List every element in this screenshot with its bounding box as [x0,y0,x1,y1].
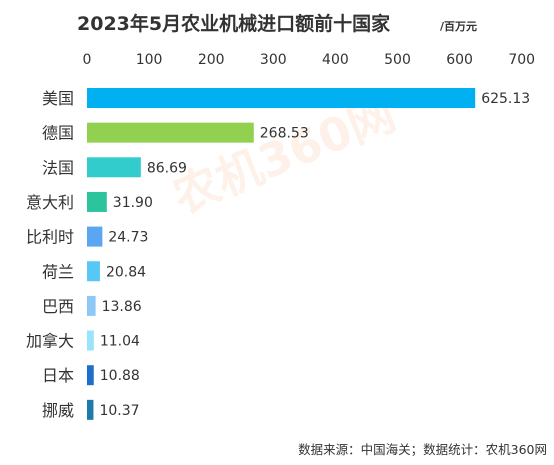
value-label: 86.69 [147,160,187,176]
x-tick-label: 200 [198,52,225,68]
category-label: 巴西 [42,297,74,316]
value-label: 24.73 [108,230,148,246]
bar [87,295,96,316]
bar [87,365,94,386]
x-tick-label: 100 [136,52,163,68]
bar [87,330,94,351]
bar [87,157,141,178]
value-label: 13.86 [102,299,142,315]
value-label: 268.53 [260,126,309,142]
category-label: 加拿大 [26,332,74,351]
category-label: 挪威 [42,401,74,420]
value-label: 20.84 [106,264,146,280]
category-label: 法国 [42,158,74,177]
bar-series: 美国 625.13 德国 268.53 法国 86.69 意大利 31.90 比利时 24.73 荷… [26,88,530,420]
bar [87,399,94,420]
x-axis-ticks: 0 100 200 300 400 500 600 700 [83,52,536,68]
category-label: 荷兰 [42,262,74,281]
value-label: 11.04 [100,334,140,350]
bar [87,191,107,212]
chart-title: 2023年5月农业机械进口额前十国家 [77,12,391,35]
bar [87,122,254,143]
value-label: 625.13 [481,91,530,107]
bar [87,261,100,282]
category-label: 美国 [42,89,74,108]
bar [87,226,103,247]
x-tick-label: 300 [260,52,287,68]
value-label: 10.88 [100,368,140,384]
category-label: 德国 [42,124,74,143]
category-label: 意大利 [26,193,74,212]
x-tick-label: 0 [83,52,92,68]
chart-unit: /百万元 [440,20,477,33]
value-label: 10.37 [99,403,139,419]
value-label: 31.90 [113,195,153,211]
source-note: 数据来源：中国海关；数据统计：农机360网 [298,442,547,457]
x-tick-label: 700 [508,52,535,68]
x-tick-label: 400 [322,52,349,68]
category-label: 比利时 [26,228,74,247]
x-tick-label: 600 [446,52,473,68]
category-label: 日本 [42,366,74,385]
bar [87,88,476,108]
x-tick-label: 500 [384,52,411,68]
